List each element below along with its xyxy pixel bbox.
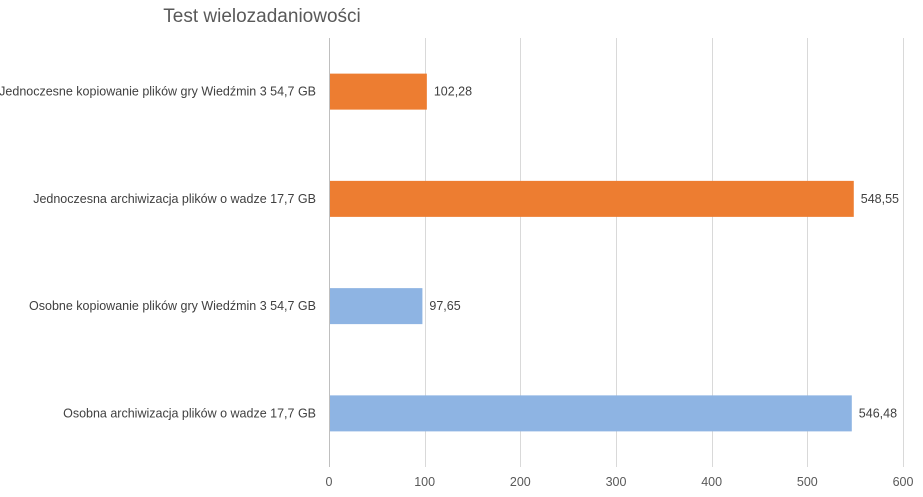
label-layer: 0 100 200 300 400 500 600 Jednoczesne kopiowani… [0,85,913,489]
grid-layer [329,38,904,467]
bar [330,180,854,217]
category-label: Osobna archiwizacja plików o wadze 17,7 … [63,406,316,420]
category-label: Jednoczesne kopiowanie plików gry Wiedźm… [0,85,316,99]
bar [330,395,852,432]
x-tick-label: 500 [797,475,818,489]
x-tick-label: 300 [606,475,627,489]
data-label: 548,55 [861,192,899,206]
x-tick-label: 600 [893,475,914,489]
bar [330,288,423,325]
data-label: 546,48 [859,406,897,420]
data-label: 102,28 [434,85,472,99]
x-tick-label: 200 [510,475,531,489]
bar [330,73,427,110]
data-label: 97,65 [429,299,460,313]
category-label: Jednoczesna archiwizacja plików o wadze … [33,192,316,206]
chart-title: Test wielozadaniowości [163,6,361,27]
x-tick-label: 400 [701,475,722,489]
x-tick-label: 0 [326,475,333,489]
bar-layer [330,73,854,432]
category-label: Osobne kopiowanie plików gry Wiedźmin 3 … [29,299,316,313]
x-tick-label: 100 [414,475,435,489]
